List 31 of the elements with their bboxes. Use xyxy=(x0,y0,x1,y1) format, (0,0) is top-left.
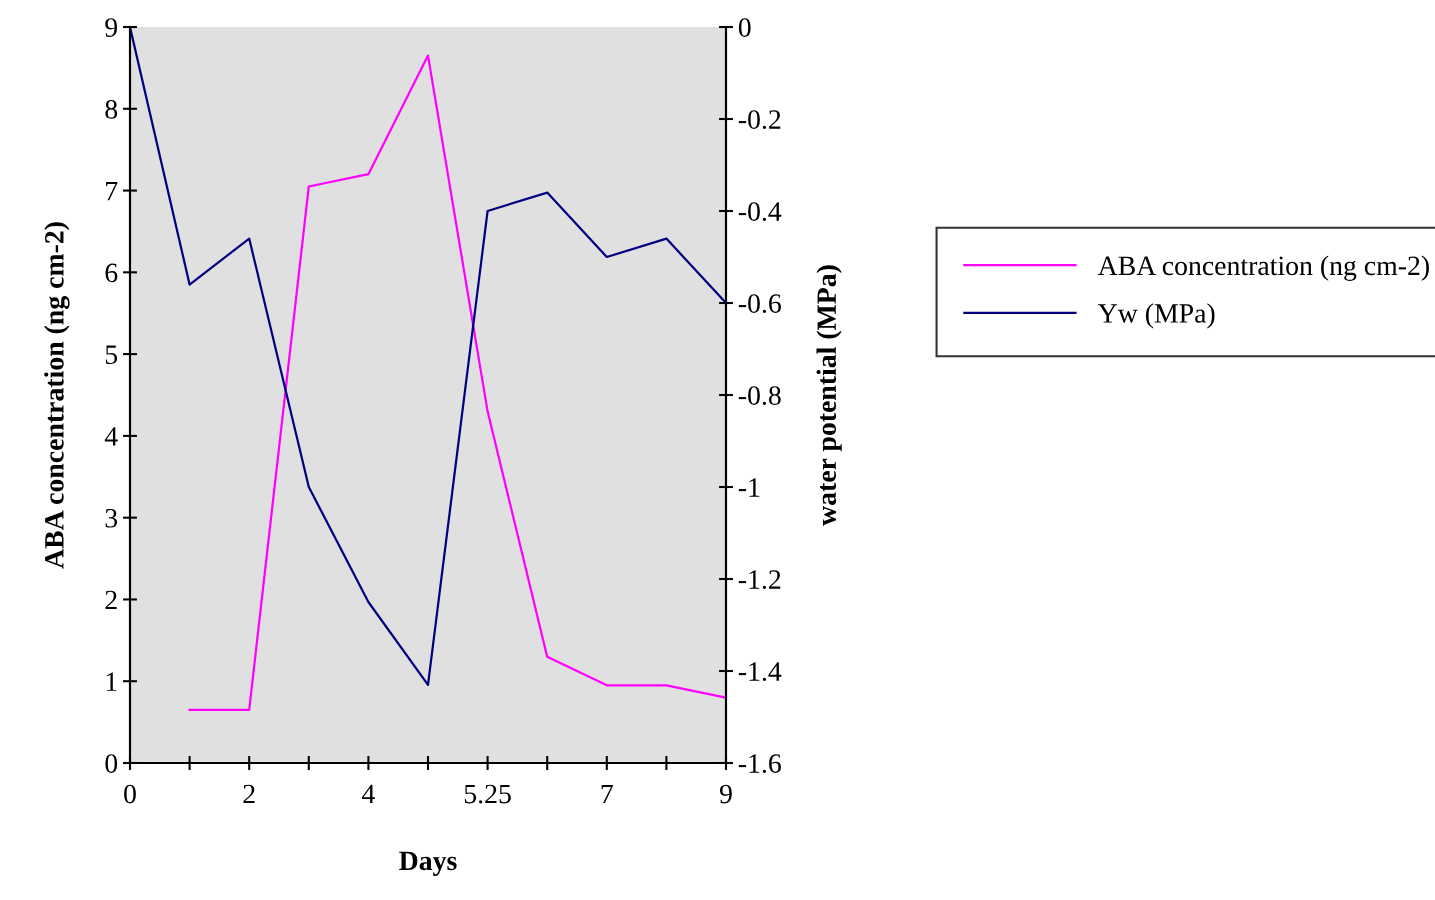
y-tick-label: 4 xyxy=(104,427,118,446)
y-tick-label: 1 xyxy=(106,672,117,691)
y2-tick-label: -1.6 xyxy=(738,754,781,774)
y2-tick-label: -1.2 xyxy=(738,570,781,590)
x-tick-label: 0 xyxy=(124,784,136,804)
legend-label: ABA concentration (ng cm-2) xyxy=(1097,255,1429,281)
y-axis-title: ABA concentration (ng cm-2) xyxy=(44,222,70,569)
y2-tick-label: -0.8 xyxy=(738,386,781,406)
y-tick-label: 7 xyxy=(106,182,118,201)
y-tick-label: 2 xyxy=(105,590,117,610)
y2-tick-label: -0.6 xyxy=(738,294,781,314)
x-tick-label: 7 xyxy=(601,784,613,804)
x-axis-title: Days xyxy=(399,851,457,876)
y-tick-label: 9 xyxy=(105,18,118,37)
x-tick-label: 2 xyxy=(243,784,255,804)
x-tick-label: 9 xyxy=(719,784,732,804)
y2-tick-label: -0.2 xyxy=(738,110,781,130)
y-tick-label: 3 xyxy=(105,508,118,528)
y2-axis-title: water potential (MPa) xyxy=(816,265,842,526)
y-tick-label: 5 xyxy=(105,345,118,365)
x-tick-label: 5.25 xyxy=(464,784,511,804)
y2-tick-label: 0 xyxy=(738,18,751,37)
y2-tick-label: -0.4 xyxy=(738,202,782,222)
y-tick-label: 0 xyxy=(105,754,118,773)
y-tick-label: 8 xyxy=(105,99,118,119)
legend-label: Yw (MPa) xyxy=(1097,303,1215,329)
y2-tick-label: -1.4 xyxy=(738,662,782,682)
y-tick-label: 6 xyxy=(105,263,118,283)
y2-tick-label: -1 xyxy=(738,478,760,497)
line-series xyxy=(188,54,728,711)
x-tick-label: 4 xyxy=(362,784,375,804)
